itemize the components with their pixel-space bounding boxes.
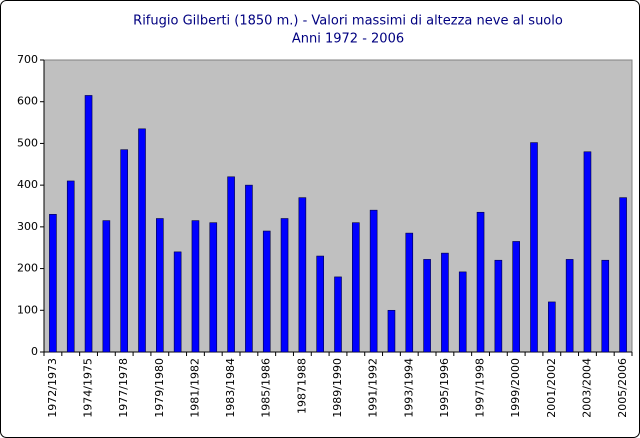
x-tick-label: 2003/2004: [580, 358, 593, 418]
x-tick-label: 1974/1975: [82, 358, 95, 418]
y-tick-label: 100: [17, 303, 38, 316]
bar: [49, 214, 57, 353]
bar: [227, 176, 235, 353]
y-tick-label: 300: [17, 220, 38, 233]
x-tick-label: 1977/1978: [117, 358, 130, 418]
bar: [583, 151, 592, 353]
x-tick-label: 1989/1990: [331, 358, 344, 418]
bar: [66, 180, 75, 353]
y-tick-label: 200: [17, 262, 38, 275]
bar: [441, 252, 449, 353]
bar: [619, 197, 627, 353]
bar: [352, 222, 360, 353]
bar: [476, 211, 485, 353]
bar: [548, 301, 556, 353]
x-tick-label: 19871988: [295, 358, 308, 414]
bar: [120, 149, 128, 353]
chart-title: Rifugio Gilberti (1850 m.) - Valori mass…: [133, 14, 563, 29]
bar: [423, 259, 431, 353]
x-tick-label: 1979/1980: [153, 358, 166, 418]
x-tick-label: 1983/1984: [224, 358, 237, 418]
x-tick-label: 2005/2006: [616, 358, 629, 418]
bar: [156, 218, 164, 353]
bar: [530, 142, 538, 353]
x-tick-label: 1981/1982: [188, 358, 201, 418]
x-tick-label: 1995/1996: [438, 358, 451, 418]
y-tick-label: 500: [17, 136, 38, 149]
bar: [512, 241, 520, 353]
bar: [191, 220, 200, 353]
x-tick-label: 1985/1986: [260, 358, 273, 418]
bar: [298, 197, 307, 353]
bar: [405, 232, 414, 353]
x-tick-label: 1997/1998: [474, 358, 487, 418]
bar: [84, 95, 93, 353]
y-tick-label: 600: [17, 95, 38, 108]
bar: [262, 230, 271, 353]
y-tick-label: 400: [17, 178, 38, 191]
y-tick-label: 0: [31, 345, 38, 358]
bar: [494, 259, 503, 353]
bar: [245, 184, 253, 353]
bar: [138, 128, 146, 353]
x-tick-label: 1993/1994: [402, 358, 415, 418]
bar: [102, 220, 111, 353]
x-tick-label: 1991/1992: [367, 358, 380, 418]
x-tick-label: 1999/2000: [509, 358, 522, 418]
bar: [387, 309, 396, 353]
y-tick-label: 700: [17, 53, 38, 66]
bar: [458, 271, 467, 353]
bar: [601, 259, 610, 353]
bar: [369, 209, 378, 353]
bar: [173, 251, 182, 353]
x-tick-label: 2001/2002: [545, 358, 558, 418]
bar: [316, 255, 324, 353]
bar: [209, 222, 218, 353]
x-tick-label: 1972/1973: [46, 358, 59, 418]
bar: [280, 218, 289, 353]
bar: [334, 276, 342, 353]
chart-subtitle: Anni 1972 - 2006: [292, 32, 404, 47]
bar: [565, 259, 574, 353]
